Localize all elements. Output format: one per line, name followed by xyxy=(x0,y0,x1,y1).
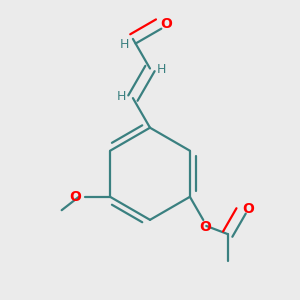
Text: H: H xyxy=(119,38,129,51)
Text: O: O xyxy=(199,220,211,234)
Text: H: H xyxy=(157,64,166,76)
Text: O: O xyxy=(160,17,172,31)
Text: H: H xyxy=(117,90,126,103)
Text: O: O xyxy=(69,190,81,204)
Text: O: O xyxy=(243,202,254,216)
